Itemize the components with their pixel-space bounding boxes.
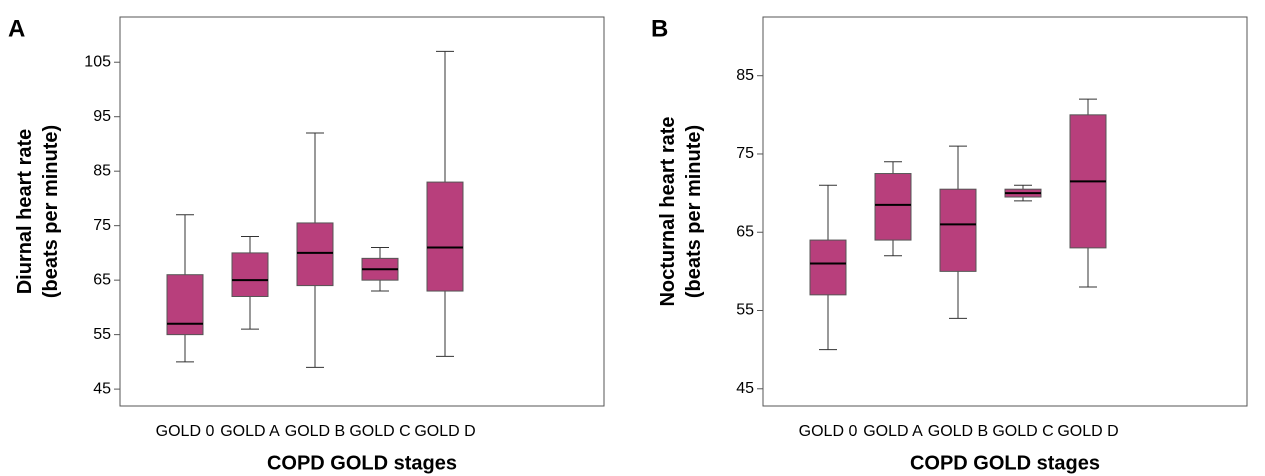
y-axis-title-line: Nocturnal heart rate bbox=[657, 116, 679, 306]
box bbox=[296, 222, 334, 287]
plot-frame bbox=[762, 16, 1248, 407]
y-tick-label: 95 bbox=[93, 108, 111, 125]
x-tick-label: GOLD C bbox=[992, 423, 1053, 440]
x-tick-label: GOLD 0 bbox=[799, 423, 858, 440]
x-tick-label: GOLD D bbox=[1057, 423, 1118, 440]
x-axis-title: COPD GOLD stages bbox=[267, 452, 457, 474]
x-tick-label: GOLD A bbox=[220, 423, 280, 440]
y-axis-title-line: (beats per minute) bbox=[683, 125, 705, 298]
y-tick-label: 45 bbox=[736, 380, 754, 397]
y-axis-title: Diurnal heart rate (beats per minute) bbox=[14, 125, 62, 298]
y-tick-label: 55 bbox=[93, 326, 111, 343]
box bbox=[231, 252, 269, 297]
y-tick-label: 65 bbox=[736, 223, 754, 240]
y-tick-label: 65 bbox=[93, 271, 111, 288]
y-axis-title-line: Diurnal heart rate bbox=[14, 129, 36, 295]
y-axis-title: Nocturnal heart rate (beats per minute) bbox=[657, 116, 705, 306]
y-tick-label: 55 bbox=[736, 302, 754, 319]
y-tick-label: 75 bbox=[93, 217, 111, 234]
x-tick-label: GOLD B bbox=[285, 423, 345, 440]
box bbox=[426, 181, 464, 292]
y-tick-label: 85 bbox=[736, 67, 754, 84]
y-tick-label: 105 bbox=[84, 53, 111, 70]
box bbox=[939, 188, 977, 272]
y-tick-label: 85 bbox=[93, 162, 111, 179]
y-tick-label: 75 bbox=[736, 145, 754, 162]
x-tick-label: GOLD B bbox=[928, 423, 988, 440]
y-axis-title-line: (beats per minute) bbox=[40, 125, 62, 298]
y-tick-label: 45 bbox=[93, 380, 111, 397]
x-tick-label: GOLD 0 bbox=[156, 423, 215, 440]
x-tick-label: GOLD C bbox=[349, 423, 410, 440]
x-tick-label: GOLD D bbox=[414, 423, 475, 440]
panel-label: B bbox=[651, 15, 668, 42]
box bbox=[874, 173, 912, 241]
x-tick-label: GOLD A bbox=[863, 423, 923, 440]
plot-frame bbox=[119, 16, 605, 407]
box bbox=[809, 239, 847, 296]
box bbox=[166, 274, 204, 336]
panel-label: A bbox=[8, 15, 25, 42]
x-axis-title: COPD GOLD stages bbox=[910, 452, 1100, 474]
